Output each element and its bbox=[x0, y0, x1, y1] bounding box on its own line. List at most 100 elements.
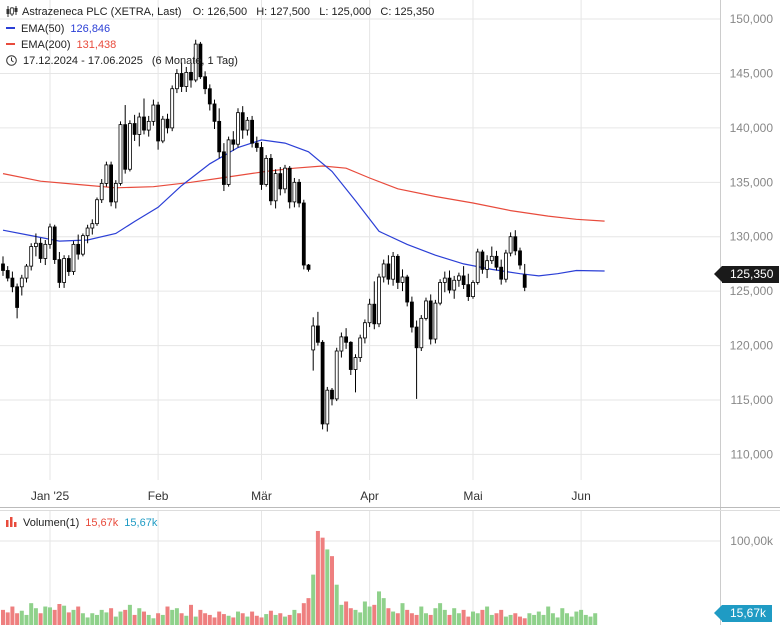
volume-bar bbox=[236, 611, 240, 625]
candle-body bbox=[217, 120, 222, 153]
candle bbox=[424, 297, 428, 321]
volume-bar bbox=[527, 613, 532, 625]
candle bbox=[160, 115, 165, 144]
volume-bar bbox=[118, 611, 123, 625]
volume-bar bbox=[217, 611, 222, 625]
candle-body bbox=[480, 251, 485, 270]
volume-bar bbox=[438, 603, 443, 625]
candle-body bbox=[24, 265, 29, 279]
volume-bar bbox=[207, 614, 212, 625]
candle-body bbox=[466, 284, 471, 297]
candle-body bbox=[43, 243, 48, 259]
ema50-path bbox=[2, 139, 605, 277]
volume-bar bbox=[480, 609, 485, 625]
candle bbox=[489, 246, 494, 264]
volume-bar bbox=[123, 609, 128, 625]
candle bbox=[311, 317, 316, 371]
volume-bar bbox=[179, 613, 184, 625]
candle bbox=[48, 223, 52, 249]
volume-bar bbox=[5, 612, 10, 625]
candle-body bbox=[391, 255, 396, 280]
candle bbox=[226, 136, 231, 187]
candle bbox=[518, 247, 522, 270]
volume-bar bbox=[203, 613, 208, 625]
candle-body bbox=[240, 112, 245, 131]
volume-bar bbox=[419, 606, 424, 625]
candle-body bbox=[113, 183, 118, 203]
volume-bar bbox=[489, 614, 494, 625]
volume-bar bbox=[311, 574, 316, 625]
volume-bar bbox=[104, 612, 109, 625]
candle-body bbox=[409, 301, 414, 328]
candle-body bbox=[471, 282, 475, 297]
candle bbox=[104, 161, 109, 187]
legend-range: 17.12.2024 - 17.06.2025 (6 Monate, 1 Tag) bbox=[6, 54, 238, 68]
candle-body bbox=[508, 236, 513, 254]
candle bbox=[38, 237, 43, 263]
volume-bar bbox=[499, 609, 504, 625]
candle-body bbox=[203, 76, 208, 90]
candle bbox=[428, 294, 433, 345]
volume-bar bbox=[156, 613, 161, 625]
candle bbox=[85, 224, 90, 244]
candle bbox=[236, 108, 240, 148]
candle bbox=[24, 263, 29, 283]
x-tick-label: Mär bbox=[251, 489, 272, 503]
candle bbox=[81, 233, 85, 257]
candle bbox=[325, 386, 330, 432]
volume-bar bbox=[372, 604, 377, 625]
candle bbox=[193, 39, 198, 83]
candle bbox=[522, 263, 527, 292]
candle-body bbox=[71, 243, 76, 272]
candle-body bbox=[15, 286, 20, 308]
candle bbox=[508, 232, 513, 257]
candle-body bbox=[311, 325, 316, 351]
candle bbox=[95, 197, 99, 226]
candle bbox=[452, 275, 457, 299]
volume-bar bbox=[278, 613, 283, 625]
candle-body bbox=[377, 276, 381, 325]
candle bbox=[513, 230, 518, 256]
candle bbox=[156, 101, 161, 150]
volume-bar bbox=[113, 616, 118, 625]
candle-body bbox=[95, 199, 99, 225]
candle-body bbox=[5, 270, 10, 279]
candle-body bbox=[236, 112, 240, 145]
candlestick-icon bbox=[6, 5, 18, 17]
x-tick-label: Mai bbox=[463, 489, 482, 503]
clock-icon bbox=[6, 54, 17, 66]
volume-bar bbox=[268, 610, 273, 625]
candle bbox=[353, 354, 358, 393]
candle-body bbox=[81, 235, 85, 255]
candle-body bbox=[264, 157, 269, 185]
volume-bar bbox=[174, 608, 179, 625]
candle bbox=[409, 296, 414, 333]
candle bbox=[170, 85, 175, 132]
volume-bar bbox=[518, 616, 522, 625]
ema200-value: 131,438 bbox=[76, 39, 117, 51]
candle bbox=[179, 62, 184, 92]
volume-bar bbox=[442, 609, 447, 625]
volume-bar bbox=[52, 609, 57, 625]
candle-body bbox=[250, 119, 255, 144]
ema50-line bbox=[2, 139, 605, 277]
period-label: (6 Monate, 1 Tag) bbox=[151, 55, 238, 67]
volume-bar bbox=[414, 614, 419, 625]
candle bbox=[447, 270, 452, 294]
candle-body bbox=[419, 317, 424, 349]
volume-bar bbox=[189, 604, 193, 625]
candle-body bbox=[1, 263, 5, 271]
volume-bar bbox=[33, 608, 38, 625]
candle-body bbox=[259, 147, 264, 185]
candle-body bbox=[170, 88, 175, 129]
volume-bar bbox=[485, 606, 490, 625]
volume-bar bbox=[99, 609, 104, 625]
volume-bar bbox=[456, 613, 461, 625]
volume-bar bbox=[395, 613, 400, 625]
volume-bar bbox=[184, 615, 189, 625]
candle bbox=[62, 255, 66, 288]
candle bbox=[66, 255, 71, 276]
